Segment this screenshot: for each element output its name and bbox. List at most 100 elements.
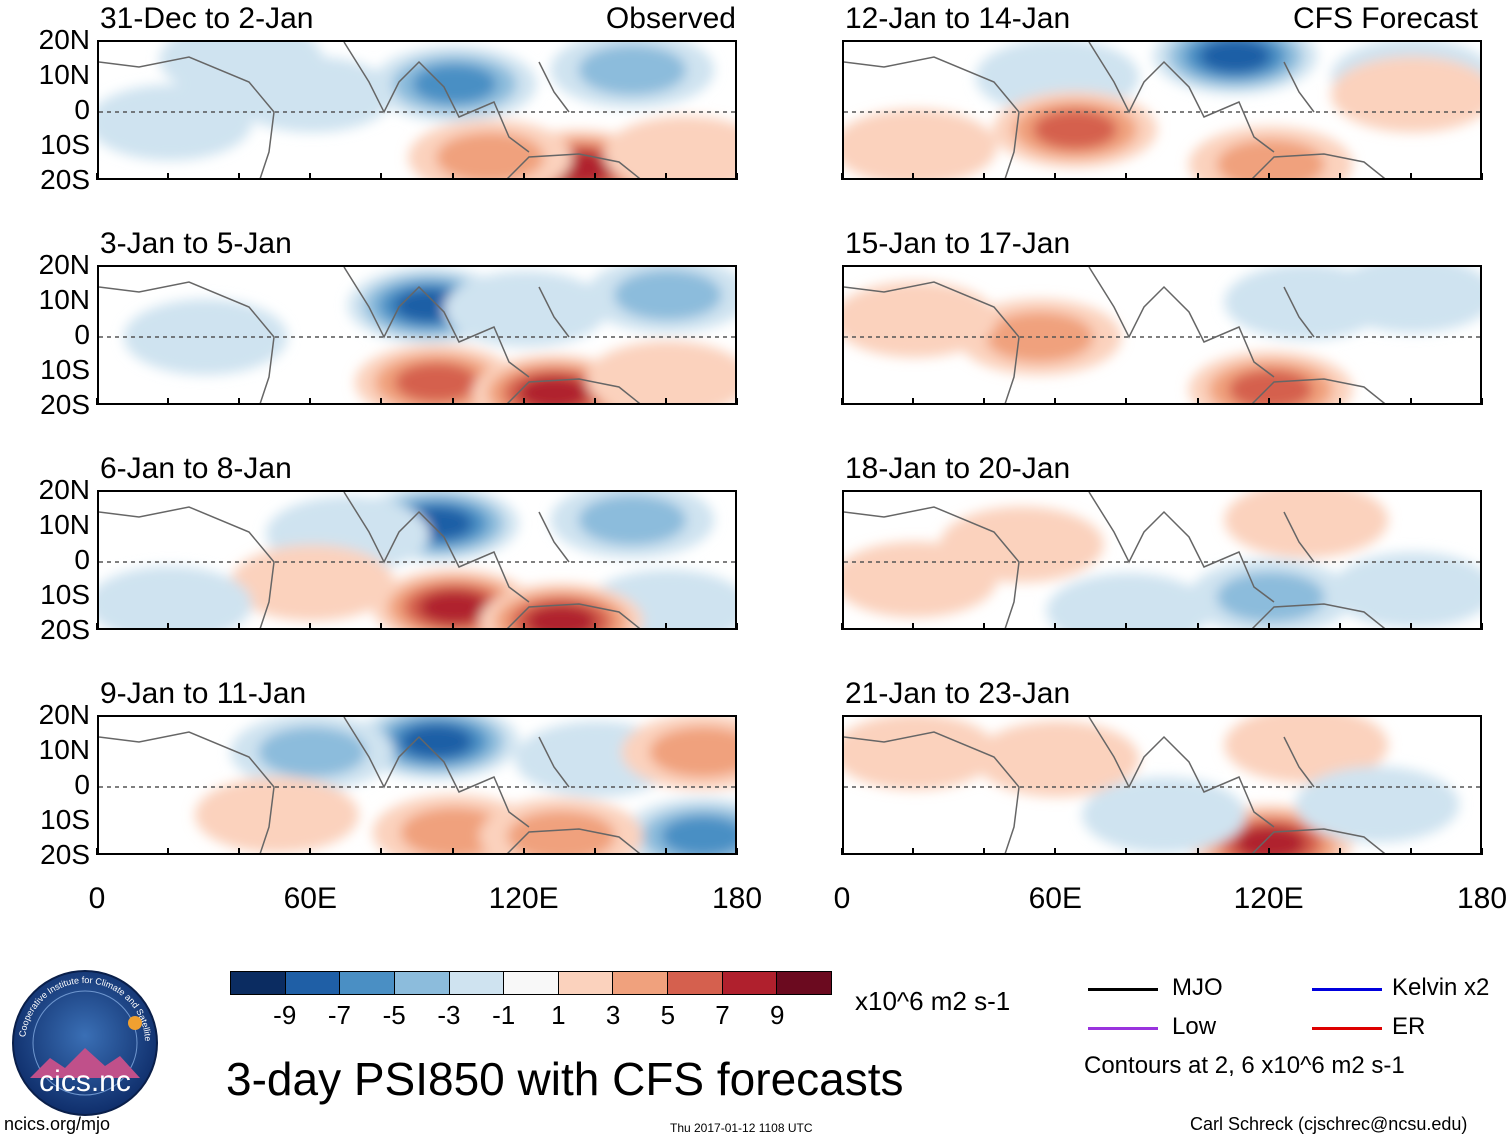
psi-anomaly-blob — [230, 545, 395, 621]
coastline — [844, 42, 1386, 178]
lon-tick — [1196, 398, 1199, 405]
lon-tick — [664, 173, 667, 180]
lon-tick — [1481, 848, 1483, 855]
map-panel — [97, 490, 737, 630]
lon-tick — [1409, 398, 1412, 405]
psi-anomaly-blob — [443, 271, 608, 347]
colorbar-swatch — [722, 972, 778, 994]
map-panel — [842, 40, 1482, 180]
lon-tick — [1481, 173, 1483, 180]
psi-anomaly-blob — [1330, 552, 1480, 628]
panel-title: 9-Jan to 11-Jan — [100, 677, 307, 710]
lon-tick-label: 120E — [1233, 882, 1304, 915]
lon-tick — [522, 623, 525, 630]
panel-title: 15-Jan to 17-Jan — [845, 227, 1071, 260]
lon-tick-label: 180 — [711, 882, 763, 915]
lon-tick — [1125, 173, 1128, 180]
psi-anomaly-blob — [1216, 571, 1325, 623]
lon-tick — [1125, 623, 1128, 630]
psi-anomaly-blob — [518, 376, 590, 403]
lon-tick — [841, 848, 843, 855]
lon-tick — [736, 173, 738, 180]
psi-anomaly-blob — [394, 362, 479, 403]
colorbar-tick-label: -9 — [273, 1000, 297, 1030]
psi-anomaly-blob — [1224, 717, 1389, 783]
lon-tick — [167, 623, 170, 630]
lon-tick — [1267, 398, 1270, 405]
lon-tick — [380, 398, 383, 405]
psi-anomaly-blob — [844, 281, 998, 358]
footer-timestamp: Thu 2017-01-12 1108 UTC — [670, 1121, 813, 1135]
lat-tick-label: 20N — [38, 699, 90, 730]
units-label: x10^6 m2 s-1 — [855, 986, 1011, 1016]
map-panel — [842, 715, 1482, 855]
psi-anomaly-blob — [585, 341, 735, 403]
lon-tick — [167, 173, 170, 180]
lon-tick — [664, 398, 667, 405]
lon-tick — [1338, 173, 1341, 180]
lon-tick — [522, 173, 525, 180]
lon-tick — [841, 398, 843, 405]
psi-anomaly-blob — [844, 541, 998, 618]
lon-tick — [1196, 623, 1199, 630]
psi-anomaly-blob — [412, 64, 497, 104]
lat-tick-label: 20S — [40, 389, 90, 420]
lon-tick — [841, 623, 843, 630]
lon-tick — [167, 848, 170, 855]
lat-tick-label: 20S — [40, 164, 90, 195]
column-label-cfs-forecast: CFS Forecast — [1292, 2, 1478, 35]
psi-anomaly-blob — [258, 726, 367, 778]
legend-label-er: ER — [1392, 1013, 1426, 1040]
lon-tick-label: 60E — [1028, 882, 1083, 915]
lat-tick-label: 10N — [38, 734, 90, 765]
lon-tick — [664, 623, 667, 630]
lat-tick-label: 10S — [40, 579, 90, 610]
lat-tick-label: 20N — [38, 24, 90, 55]
panel-title: 3-Jan to 5-Jan — [100, 227, 292, 260]
lat-tick-label: 20N — [38, 474, 90, 505]
panel-title: 31-Dec to 2-Jan — [100, 2, 314, 35]
lon-tick-label: 0 — [88, 882, 106, 915]
colorbar — [230, 971, 832, 995]
lon-tick — [1054, 173, 1057, 180]
lon-tick — [1409, 848, 1412, 855]
psi-anomaly-blob — [975, 721, 1140, 797]
colorbar-tick-label: 5 — [660, 1000, 676, 1030]
lon-tick — [983, 173, 986, 180]
psi-anomaly-blob — [649, 726, 735, 778]
lon-tick — [1125, 848, 1128, 855]
lon-tick — [309, 398, 312, 405]
lon-tick-label: 0 — [833, 882, 851, 915]
colorbar-tick-label: 7 — [715, 1000, 730, 1030]
chart-title: 3-day PSI850 with CFS forecasts — [226, 1053, 904, 1105]
lat-tick-label: 10S — [40, 129, 90, 160]
lon-tick — [1125, 398, 1128, 405]
lon-tick — [380, 623, 383, 630]
psi-anomaly-blob — [99, 84, 253, 161]
colorbar-swatch — [340, 972, 395, 994]
lon-tick-label: 120E — [488, 882, 559, 915]
lon-tick — [380, 848, 383, 855]
map-panel — [842, 490, 1482, 630]
lon-tick — [983, 623, 986, 630]
lon-tick — [593, 173, 596, 180]
colorbar-tick-label: 9 — [770, 1000, 785, 1030]
psi-anomaly-blob — [661, 816, 735, 853]
lat-tick-label: 10N — [38, 284, 90, 315]
lon-tick — [593, 848, 596, 855]
lon-tick — [593, 398, 596, 405]
psi-anomaly-blob — [1199, 42, 1271, 73]
legend-line-er — [1312, 1027, 1382, 1030]
lon-tick — [380, 173, 383, 180]
lon-tick — [1267, 173, 1270, 180]
contour-note: Contours at 2, 6 x10^6 m2 s-1 — [1084, 1052, 1405, 1079]
lon-tick — [1481, 398, 1483, 405]
legend-label-low: Low — [1172, 1013, 1217, 1040]
lon-tick — [1481, 623, 1483, 630]
lon-tick — [96, 848, 98, 855]
psi-anomaly-blob — [1082, 777, 1246, 853]
lon-tick — [1054, 848, 1057, 855]
lat-tick-label: 20S — [40, 614, 90, 645]
psi-anomaly-blob — [401, 724, 473, 759]
lon-tick — [238, 623, 241, 630]
